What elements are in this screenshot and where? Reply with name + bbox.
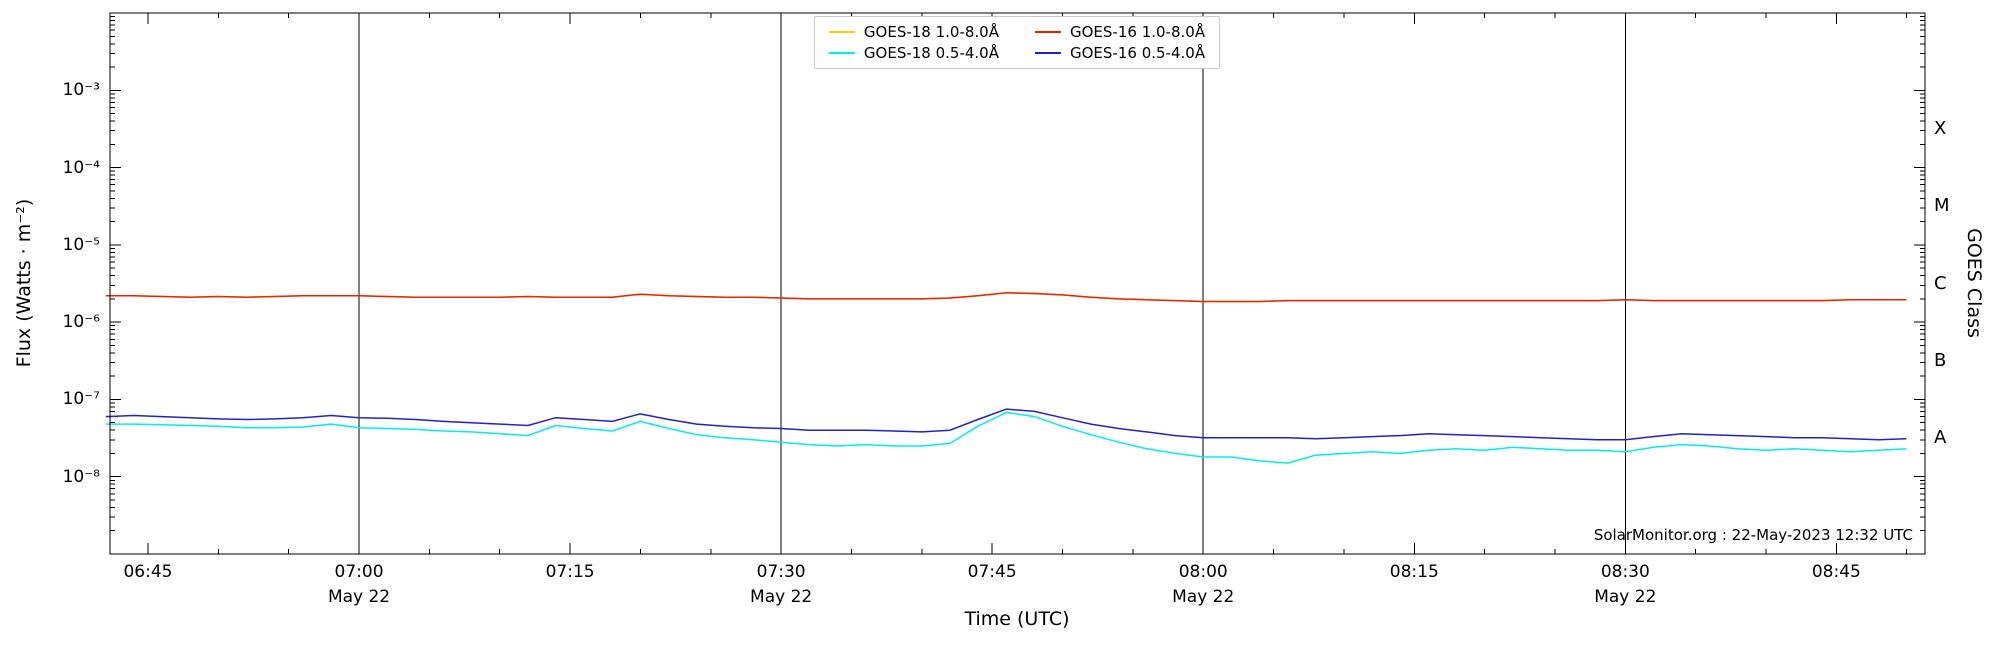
legend-swatch-goes16-short-icon — [1035, 52, 1061, 54]
legend-item-goes18-long: GOES-18 1.0-8.0Å — [828, 23, 999, 41]
legend-label-goes18-short: GOES-18 0.5-4.0Å — [863, 44, 999, 62]
legend-swatch-goes16-long-icon — [1035, 31, 1061, 33]
legend-label-goes16-short: GOES-16 0.5-4.0Å — [1070, 44, 1206, 62]
legend-item-goes18-short: GOES-18 0.5-4.0Å — [828, 44, 999, 62]
legend-swatch-goes18-long-icon — [828, 31, 855, 33]
series-line-3 — [105, 408, 1907, 441]
right-axis-title: GOES Class — [1963, 228, 1985, 338]
legend-label-goes16-long: GOES-16 1.0-8.0Å — [1070, 23, 1206, 41]
legend-item-goes16-long: GOES-16 1.0-8.0Å — [1035, 23, 1205, 41]
series-line-1 — [105, 411, 1907, 464]
solarmonitor-credit: SolarMonitor.org : 22-May-2023 12:32 UTC — [1593, 526, 1913, 544]
legend: GOES-18 1.0-8.0Å GOES-16 1.0-8.0Å GOES-1… — [813, 16, 1221, 69]
x-axis-title: Time (UTC) — [964, 608, 1070, 630]
legend-swatch-goes18-short-icon — [828, 52, 855, 54]
legend-item-goes16-short: GOES-16 0.5-4.0Å — [1035, 44, 1205, 62]
legend-label-goes18-long: GOES-18 1.0-8.0Å — [863, 23, 999, 41]
series-line-2 — [105, 292, 1907, 303]
y-axis-title: Flux (Watts · m⁻²) — [13, 198, 35, 368]
